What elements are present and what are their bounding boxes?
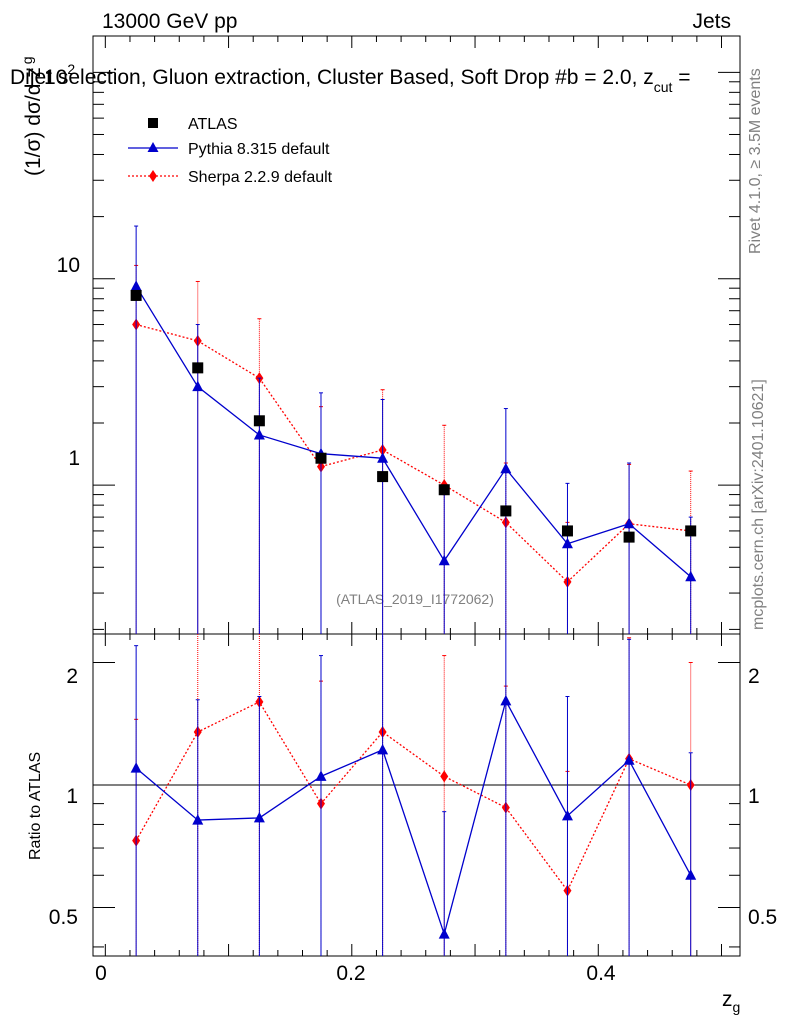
pythia-point-ratio (192, 814, 204, 825)
pythia-point-ratio (130, 762, 142, 773)
pythia-line-main (135, 285, 692, 578)
legend-marker-atlas (148, 118, 158, 128)
legend-marker-sherpa (149, 170, 157, 182)
pythia-point-ratio (315, 770, 327, 781)
x-axis-label-sub: g (733, 999, 741, 1015)
atlas-point-main (438, 484, 450, 496)
analysis-id: (ATLAS_2019_I1772062) (336, 591, 494, 607)
legend-label-sherpa: Sherpa 2.2.9 default (188, 169, 333, 186)
rivet-label: Rivet 4.1.0, ≥ 3.5M events (747, 68, 764, 254)
atlas-point-main (253, 415, 265, 427)
ratio-tick-label-0.5: 0.5 (49, 906, 78, 929)
y-tick-label-1: 1 (68, 447, 80, 470)
ratio-tick-label-1-right: 1 (748, 785, 760, 808)
pythia-point-ratio (500, 694, 512, 706)
sherpa-line-ratio (135, 701, 691, 892)
legend-marker-pythia (147, 142, 159, 152)
y-axis-label-main-sub: g (19, 56, 35, 64)
atlas-point-main (685, 525, 697, 537)
pythia-point-main (500, 462, 512, 474)
atlas-point-main (377, 471, 389, 483)
pythia-point-main (685, 570, 697, 582)
mcplots-label: mcplots.cern.ch [arXiv:2401.10621] (750, 379, 767, 630)
legend: ATLAS Pythia 8.315 default Sherpa 2.2.9 … (128, 116, 333, 186)
pythia-point-ratio (377, 743, 389, 755)
pythia-point-ratio (623, 754, 635, 765)
pythia-point-main (561, 537, 573, 549)
sherpa-point-ratio (440, 770, 449, 783)
atlas-point-main (500, 505, 512, 517)
pythia-point-main (438, 554, 450, 566)
atlas-point-main (561, 525, 573, 537)
y-tick-label-10: 10 (57, 254, 80, 277)
atlas-point-main (130, 289, 142, 301)
pythia-point-main (130, 280, 142, 291)
pythia-point-ratio (561, 809, 573, 821)
pythia-point-ratio (253, 811, 265, 823)
y-axis-label-ratio: Ratio to ATLAS (27, 752, 44, 860)
x-tick-label-0.4: 0.4 (586, 962, 616, 985)
pythia-line-ratio (135, 699, 692, 937)
legend-label-pythia: Pythia 8.315 default (188, 141, 330, 158)
pythia-point-ratio (438, 928, 450, 939)
x-tick-label-0: 0 (95, 962, 107, 985)
atlas-point-main (623, 531, 635, 543)
pythia-point-main (377, 452, 389, 463)
plot-subtitle: Dijet selection, Gluon extraction, Clust… (10, 66, 691, 95)
atlas-point-main (315, 452, 327, 464)
series-sherpa-main (132, 264, 695, 634)
sherpa-line-main (135, 323, 691, 583)
ratio-tick-label-2-right: 2 (748, 665, 760, 688)
pythia-point-main (253, 428, 265, 440)
pythia-point-ratio (685, 869, 697, 880)
collision-label: 13000 GeV pp (102, 10, 237, 33)
x-axis-label: zg (722, 988, 740, 1015)
atlas-point-main (192, 362, 204, 374)
pythia-point-main (192, 380, 204, 392)
series-sherpa-ratio (132, 634, 695, 956)
pythia-point-main (623, 517, 635, 529)
ratio-tick-label-0.5-right: 0.5 (748, 906, 777, 929)
ratio-tick-label-2: 2 (66, 665, 78, 688)
legend-label-atlas: ATLAS (188, 116, 238, 133)
x-tick-label-0.2: 0.2 (336, 962, 365, 985)
category-label: Jets (692, 10, 731, 33)
ratio-panel-frame (92, 633, 741, 957)
series-atlas-main (130, 289, 697, 543)
y-tick-label-100: 102 (44, 61, 75, 89)
series-pythia-ratio (130, 634, 697, 956)
ratio-tick-label-1: 1 (66, 785, 78, 808)
series-pythia-main (130, 225, 697, 634)
y-axis-label-main: (1/σ) dσ/d zg (19, 56, 45, 176)
